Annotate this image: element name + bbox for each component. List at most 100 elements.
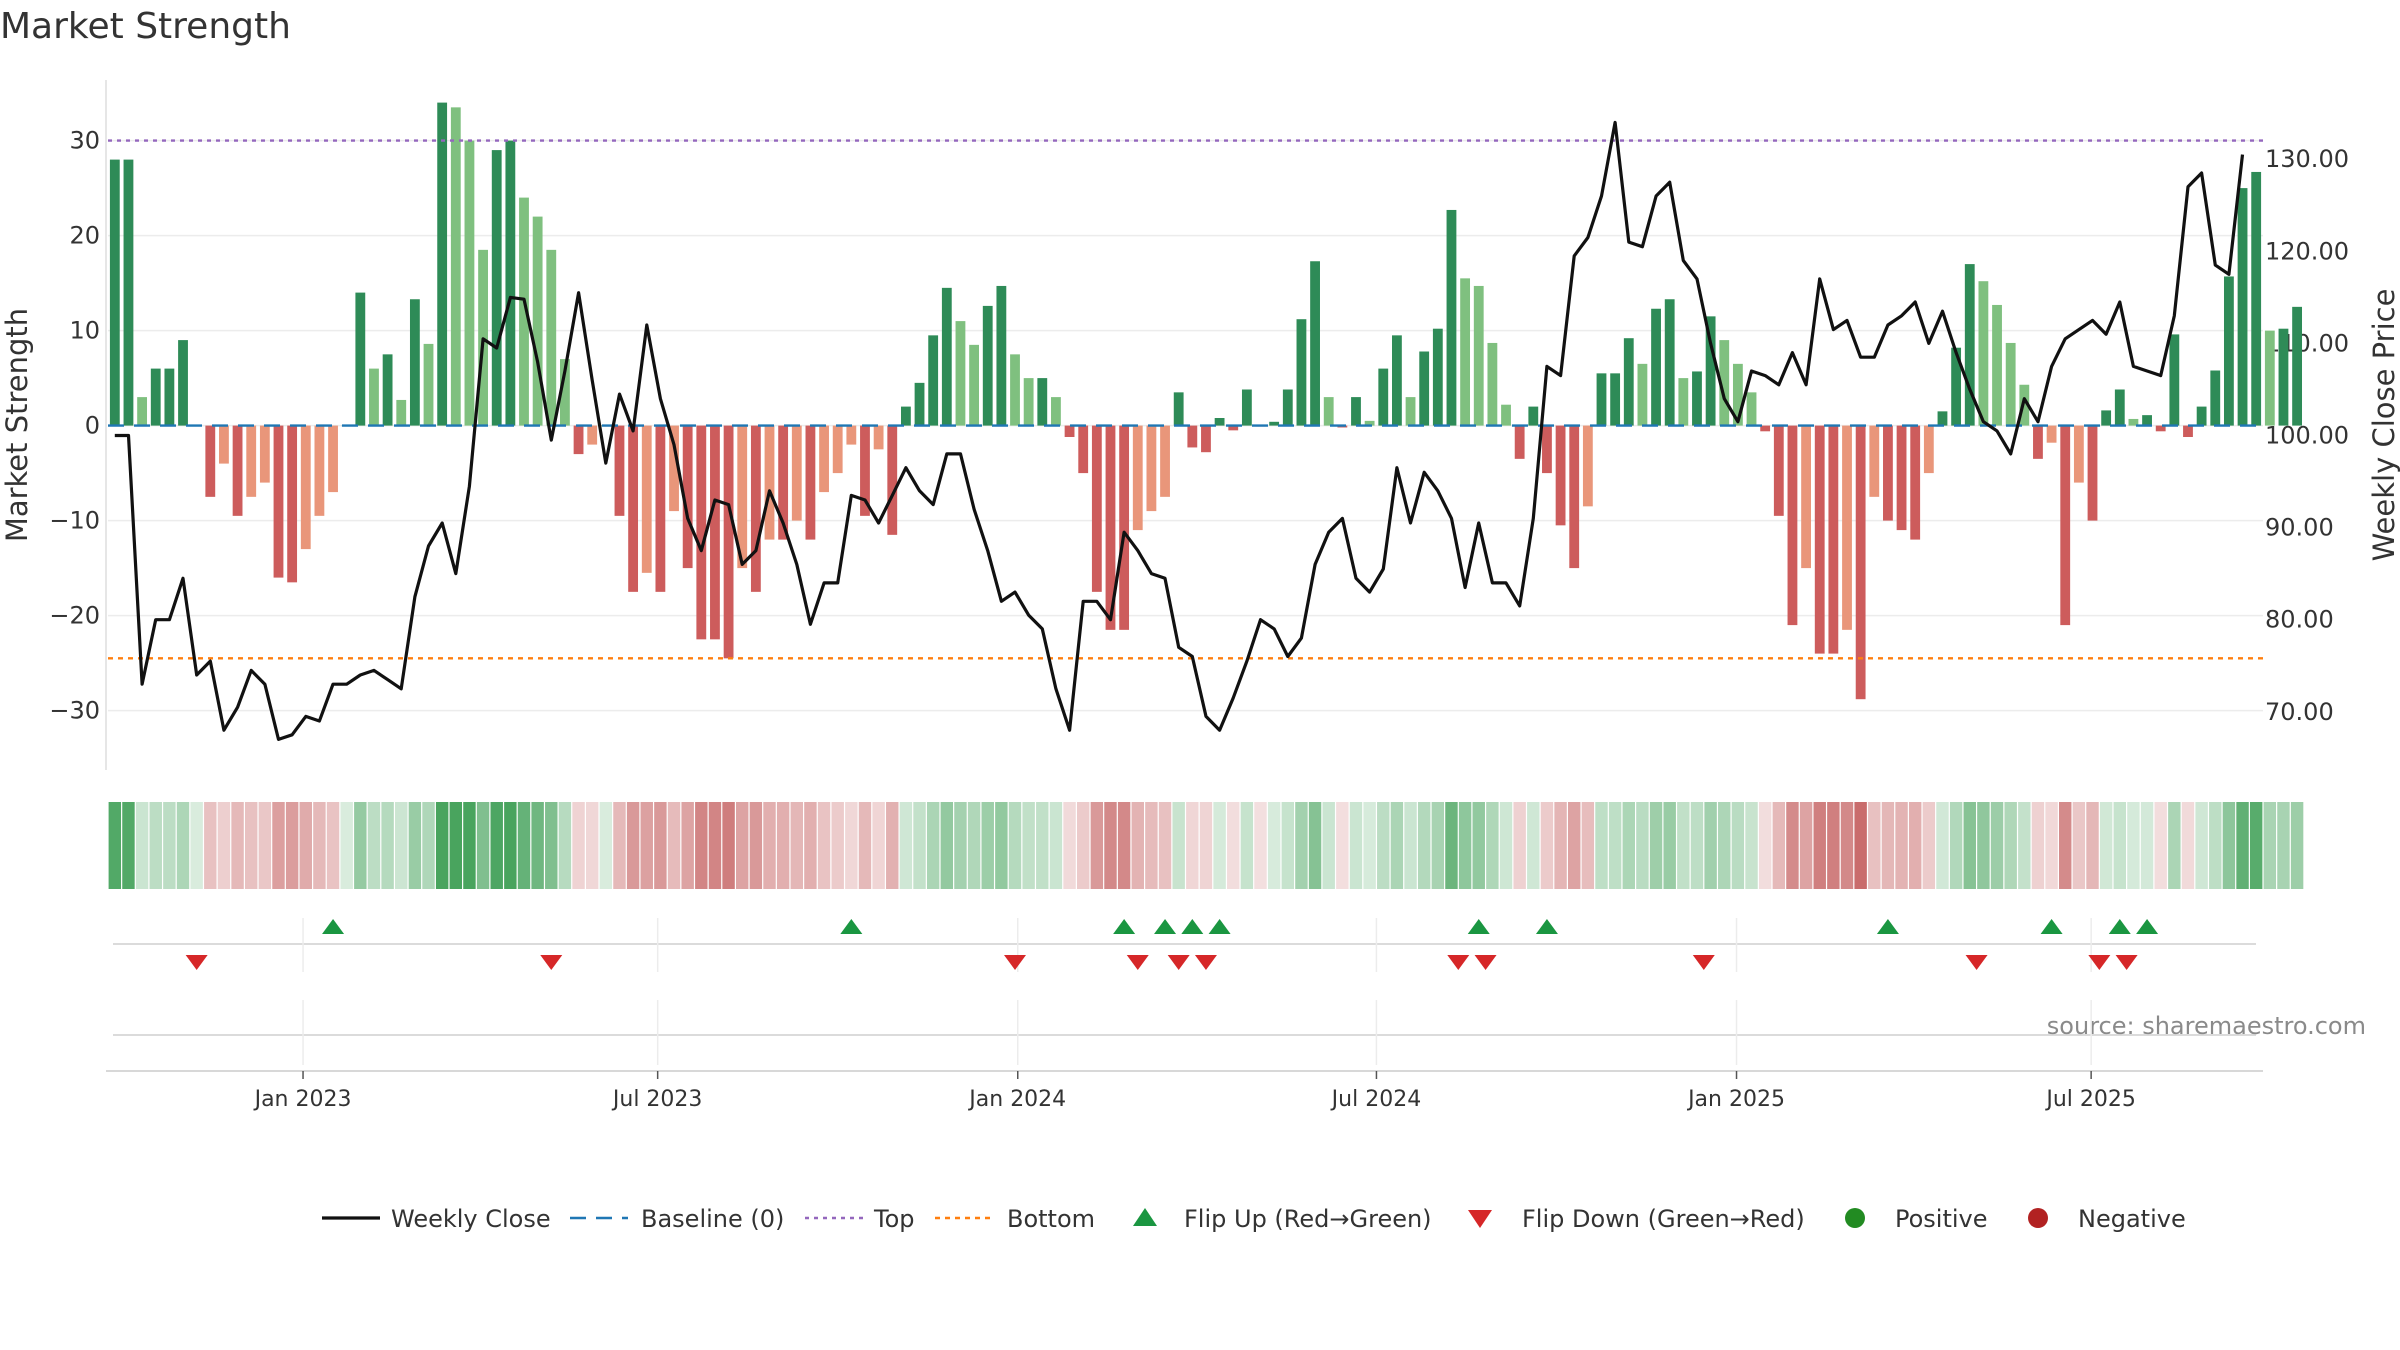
strength-bar [150,368,161,426]
strength-bar [355,292,366,426]
strength-bar [1323,397,1334,426]
strength-bar [1514,425,1525,459]
strength-bar [1460,278,1471,426]
heat-cell [1472,802,1485,889]
left-tick-label: 30 [69,127,100,155]
left-tick-label: −30 [49,697,100,725]
strength-bar [2128,418,2139,426]
strength-bar [791,425,802,521]
heat-cell [749,802,763,889]
strength-bar [805,425,816,540]
strength-bar [546,249,557,426]
strength-bar [996,285,1007,426]
heat-cell [2168,802,2181,889]
strength-bar [1241,389,1252,426]
strength-bar [287,425,298,583]
heat-cell [2263,802,2277,889]
strength-bar [1432,328,1443,426]
strength-bar [1555,425,1566,526]
strength-bar [1978,281,1989,426]
heat-cell [1322,802,1335,889]
strength-bar [2278,328,2289,426]
heat-cell [1513,802,1526,889]
strength-bar [737,425,748,569]
strength-bar [1119,425,1130,630]
heat-cell [1199,802,1213,889]
legend-label: Bottom [1007,1205,1095,1233]
strength-bar [1582,425,1593,507]
strength-bar [1596,373,1607,426]
heat-cell [2140,802,2154,889]
strength-bar [1951,347,1962,426]
heat-cell [2249,802,2263,889]
strength-bar [1855,425,1866,700]
heat-cell [1772,802,1786,889]
heat-cell [2222,802,2236,889]
flip-up-marker [2108,919,2131,934]
heat-cell [640,802,653,889]
heat-cell [2018,802,2031,889]
strength-bar [2196,406,2207,426]
left-tick-label: 20 [69,222,100,250]
strength-bar [1732,363,1743,426]
heat-cell [531,802,544,889]
heat-cell [2277,802,2290,889]
strength-bar [1187,425,1198,448]
strength-bar [1405,397,1416,426]
strength-bar [1051,397,1061,426]
left-tick-label: −20 [49,602,100,630]
legend-label: Baseline (0) [641,1205,784,1233]
legend-swatch-flip-up [1133,1208,1157,1226]
x-axis: Jan 2023 Jul 2023 Jan 2024 Jul 2024 Jan 2025… [106,1070,2263,1112]
heat-cell [1213,802,1226,889]
heat-cell [599,802,613,889]
heat-cell [858,802,872,889]
strength-bar [178,340,188,426]
heat-cell [1854,802,1867,889]
heat-cell [504,802,517,889]
right-tick-label: 80.00 [2265,606,2334,634]
heat-cell [886,802,899,889]
strength-bar [900,406,911,426]
heat-cell [2059,802,2072,889]
heat-cell [2072,802,2086,889]
strength-bar [641,425,652,573]
heat-cell [1363,802,1376,889]
strength-bar [1064,425,1075,437]
heat-strip [108,802,2304,889]
heat-cell [1827,802,1840,889]
heat-cell [981,802,994,889]
heat-cell [1963,802,1976,889]
heat-cell [1608,802,1622,889]
flip-panel [113,918,2256,972]
heat-cell [1227,802,1240,889]
strength-bar [491,150,502,426]
strength-bar [1078,425,1089,474]
heat-cell [1786,802,1799,889]
heat-cell [585,802,599,889]
heat-cell [2209,802,2222,889]
chart-title: Market Strength [0,6,291,47]
heat-cell [1813,802,1826,889]
heat-cell [1990,802,2004,889]
heat-cell [872,802,885,889]
flip-up-marker [1113,919,1136,934]
strength-bar [2210,370,2221,426]
strength-bar [2292,306,2303,426]
strength-bar [1487,342,1498,426]
strength-bar [328,425,338,493]
heat-cell [1349,802,1363,889]
heat-cell [626,802,640,889]
heat-cell [1186,802,1199,889]
flip-down-marker [1447,955,1470,970]
strength-bar [1214,418,1225,426]
strength-bar [1992,304,2002,426]
flip-up-marker [840,919,863,934]
heat-cell [722,802,735,889]
heat-cell [1677,802,1690,889]
flip-down-marker [1965,955,1988,970]
right-tick-label: 120.00 [2265,237,2349,265]
heat-cell [954,802,967,889]
heat-cell [1104,802,1117,889]
strength-bar [1132,425,1143,531]
